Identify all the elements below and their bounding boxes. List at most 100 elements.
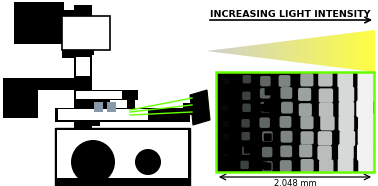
Bar bbox=[3, 90, 38, 118]
Polygon shape bbox=[238, 47, 239, 55]
Polygon shape bbox=[336, 35, 337, 67]
Polygon shape bbox=[225, 49, 226, 53]
FancyBboxPatch shape bbox=[260, 102, 271, 112]
Bar bbox=[55, 128, 190, 186]
FancyBboxPatch shape bbox=[225, 90, 233, 98]
FancyBboxPatch shape bbox=[299, 144, 312, 158]
Polygon shape bbox=[261, 44, 262, 58]
Polygon shape bbox=[330, 36, 331, 66]
Polygon shape bbox=[215, 50, 216, 52]
FancyBboxPatch shape bbox=[240, 161, 249, 169]
FancyBboxPatch shape bbox=[242, 92, 251, 100]
Circle shape bbox=[135, 149, 161, 175]
Polygon shape bbox=[339, 34, 340, 68]
FancyBboxPatch shape bbox=[220, 146, 228, 154]
Bar bbox=[183, 103, 192, 115]
Polygon shape bbox=[259, 44, 260, 58]
Polygon shape bbox=[226, 49, 227, 54]
Polygon shape bbox=[353, 33, 354, 69]
Polygon shape bbox=[317, 37, 318, 65]
Polygon shape bbox=[370, 31, 371, 71]
Polygon shape bbox=[325, 36, 326, 66]
Polygon shape bbox=[234, 47, 235, 54]
FancyBboxPatch shape bbox=[338, 144, 354, 160]
Bar bbox=[76, 57, 90, 76]
Polygon shape bbox=[216, 50, 217, 52]
FancyBboxPatch shape bbox=[358, 72, 375, 89]
FancyBboxPatch shape bbox=[260, 76, 271, 86]
Polygon shape bbox=[367, 31, 368, 71]
Polygon shape bbox=[287, 41, 288, 61]
FancyBboxPatch shape bbox=[222, 162, 230, 170]
Polygon shape bbox=[374, 30, 375, 72]
Polygon shape bbox=[271, 43, 272, 59]
Polygon shape bbox=[295, 40, 296, 62]
Polygon shape bbox=[346, 33, 347, 68]
Polygon shape bbox=[269, 43, 270, 59]
FancyBboxPatch shape bbox=[223, 121, 229, 127]
Polygon shape bbox=[253, 45, 254, 57]
Polygon shape bbox=[264, 44, 265, 58]
FancyBboxPatch shape bbox=[318, 131, 332, 146]
Polygon shape bbox=[324, 36, 325, 66]
Bar bbox=[14, 2, 64, 44]
Polygon shape bbox=[274, 43, 275, 60]
Polygon shape bbox=[368, 31, 369, 71]
Polygon shape bbox=[297, 40, 298, 62]
Polygon shape bbox=[230, 48, 231, 54]
FancyBboxPatch shape bbox=[262, 131, 273, 142]
Text: 2.048 mm: 2.048 mm bbox=[274, 179, 316, 186]
FancyBboxPatch shape bbox=[242, 104, 251, 112]
Polygon shape bbox=[301, 39, 302, 63]
Polygon shape bbox=[283, 41, 284, 61]
Text: INCREASING LIGHT INTENSITY: INCREASING LIGHT INTENSITY bbox=[210, 10, 370, 19]
FancyBboxPatch shape bbox=[223, 133, 229, 140]
FancyBboxPatch shape bbox=[299, 103, 312, 116]
FancyBboxPatch shape bbox=[222, 162, 228, 169]
Polygon shape bbox=[291, 40, 292, 62]
Polygon shape bbox=[252, 45, 253, 57]
Polygon shape bbox=[290, 41, 291, 62]
Bar bbox=[107, 102, 116, 112]
Polygon shape bbox=[233, 48, 234, 54]
Polygon shape bbox=[340, 34, 341, 68]
FancyBboxPatch shape bbox=[339, 131, 355, 146]
FancyBboxPatch shape bbox=[280, 87, 292, 99]
Polygon shape bbox=[213, 50, 214, 52]
FancyBboxPatch shape bbox=[259, 162, 267, 170]
Bar bbox=[85, 100, 110, 122]
Polygon shape bbox=[345, 34, 346, 68]
Polygon shape bbox=[276, 42, 277, 60]
FancyBboxPatch shape bbox=[300, 73, 313, 86]
Polygon shape bbox=[318, 37, 319, 65]
Polygon shape bbox=[351, 33, 352, 69]
Polygon shape bbox=[266, 44, 267, 58]
FancyBboxPatch shape bbox=[338, 116, 354, 131]
Polygon shape bbox=[280, 42, 281, 60]
Polygon shape bbox=[190, 90, 210, 125]
Polygon shape bbox=[373, 30, 374, 72]
Polygon shape bbox=[338, 35, 339, 68]
Bar bbox=[57, 130, 188, 183]
Polygon shape bbox=[296, 40, 297, 62]
Polygon shape bbox=[308, 38, 309, 64]
Polygon shape bbox=[352, 33, 353, 69]
Polygon shape bbox=[229, 48, 230, 54]
Polygon shape bbox=[298, 39, 299, 62]
Polygon shape bbox=[357, 32, 358, 70]
Polygon shape bbox=[361, 32, 362, 70]
Polygon shape bbox=[349, 33, 350, 69]
FancyBboxPatch shape bbox=[223, 78, 229, 84]
Bar bbox=[55, 128, 190, 186]
Polygon shape bbox=[282, 41, 283, 60]
Polygon shape bbox=[258, 45, 259, 57]
Polygon shape bbox=[251, 45, 252, 57]
Polygon shape bbox=[255, 45, 256, 57]
Polygon shape bbox=[364, 31, 365, 71]
FancyBboxPatch shape bbox=[262, 147, 273, 157]
FancyBboxPatch shape bbox=[264, 104, 272, 112]
Bar bbox=[76, 91, 122, 99]
FancyBboxPatch shape bbox=[279, 75, 290, 87]
Bar bbox=[58, 109, 148, 120]
Polygon shape bbox=[228, 48, 229, 54]
